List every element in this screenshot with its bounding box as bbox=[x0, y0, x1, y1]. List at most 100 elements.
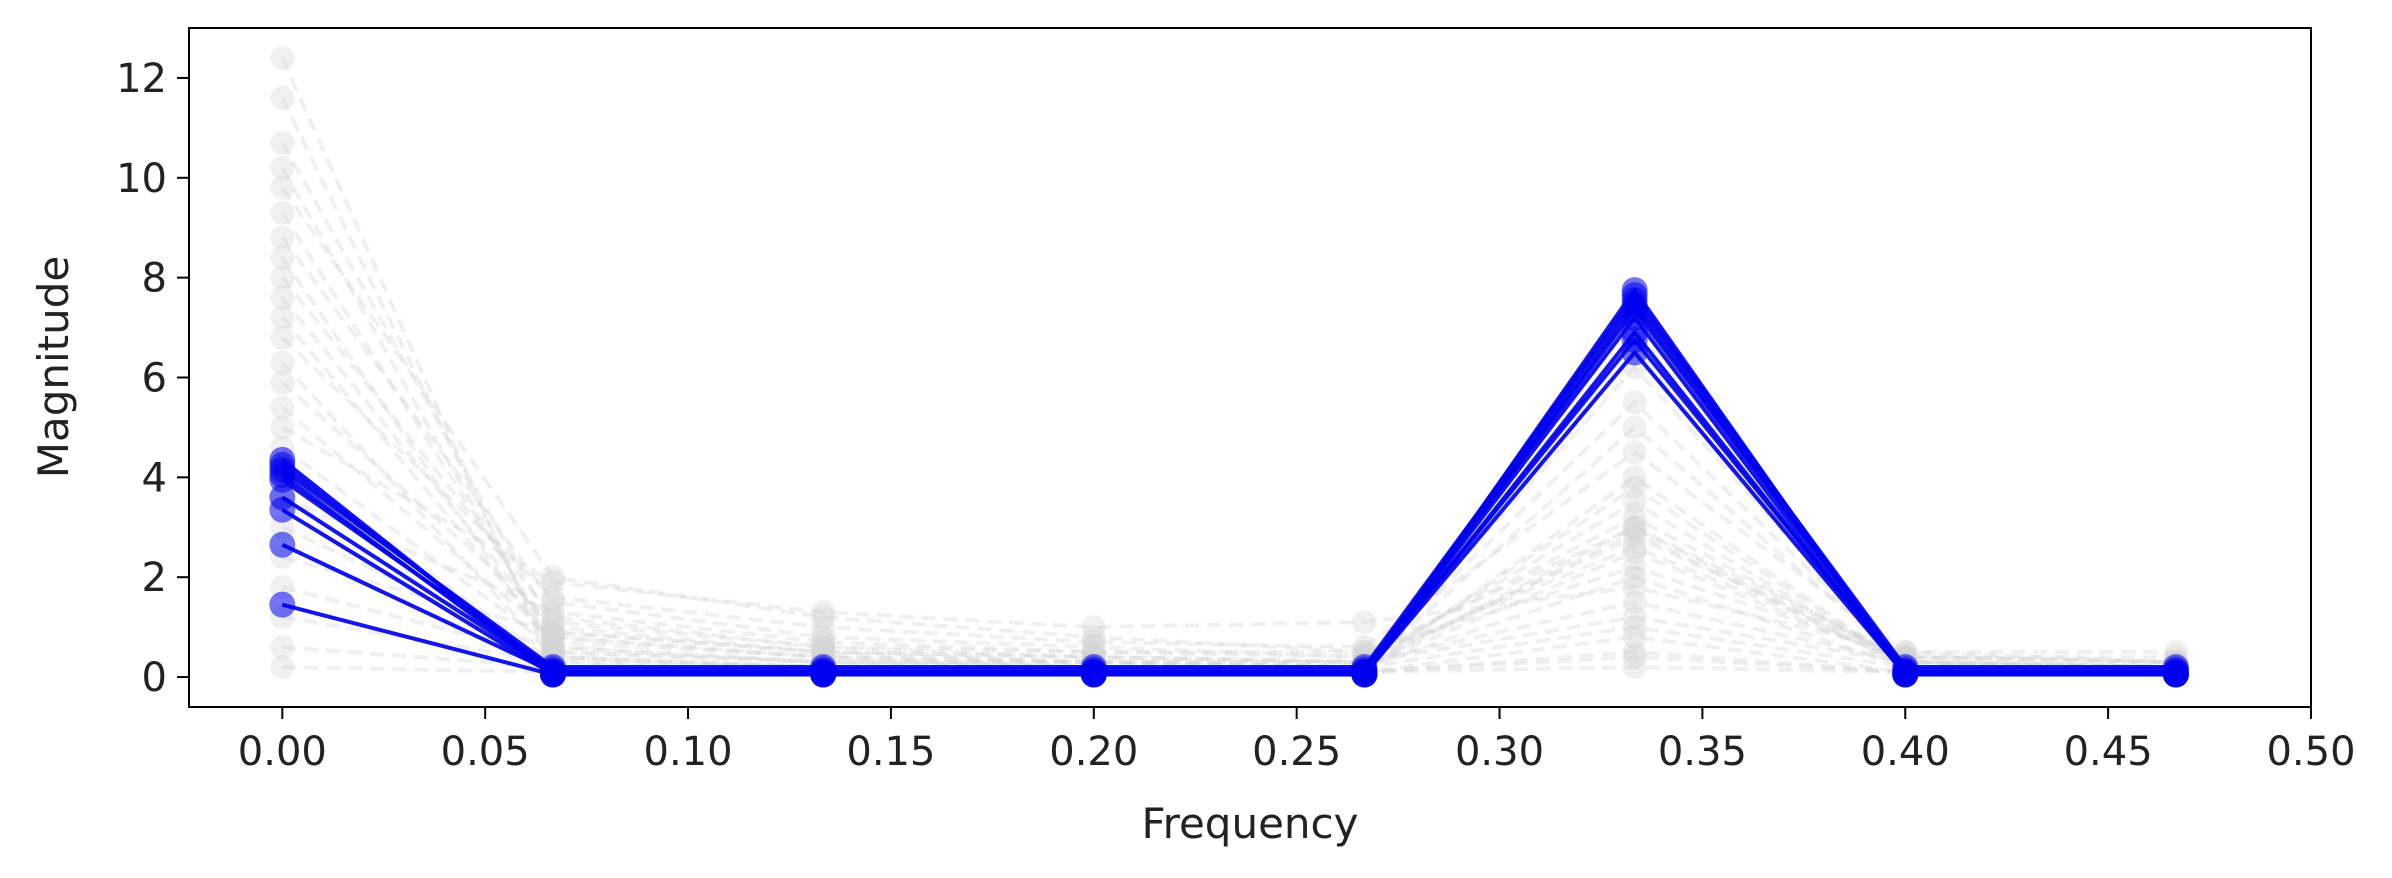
background-series-point bbox=[1622, 655, 1647, 680]
background-series-point bbox=[811, 605, 836, 630]
background-series-point bbox=[1081, 615, 1106, 640]
highlighted-series-line bbox=[281, 350, 2176, 677]
background-series-point bbox=[1622, 590, 1647, 615]
y-tick-label: 0 bbox=[142, 655, 167, 701]
background-series-line bbox=[280, 276, 2176, 665]
y-tick-label: 2 bbox=[142, 555, 167, 601]
background-series-point bbox=[1622, 515, 1647, 540]
x-tick-label: 0.20 bbox=[1049, 729, 1138, 775]
background-series-point bbox=[270, 175, 295, 200]
background-series-point bbox=[270, 635, 295, 660]
background-series-point bbox=[540, 620, 565, 645]
highlighted-series-point bbox=[2162, 661, 2189, 688]
background-series-line bbox=[280, 316, 2176, 670]
x-tick-label: 0.00 bbox=[238, 729, 327, 775]
background-series-line bbox=[281, 405, 2176, 670]
background-series-point bbox=[270, 130, 295, 155]
background-series-line bbox=[280, 336, 2176, 665]
background-series-point bbox=[811, 635, 836, 660]
background-series-point bbox=[1622, 525, 1647, 550]
background-series-point bbox=[1622, 490, 1647, 515]
background-series-line bbox=[280, 186, 2176, 665]
background-series-point bbox=[1622, 625, 1647, 650]
plot-area-frame bbox=[188, 27, 2312, 708]
background-series-point bbox=[811, 635, 836, 660]
x-tick-label: 0.15 bbox=[846, 729, 935, 775]
x-axis-label: Frequency bbox=[1142, 799, 1359, 848]
background-series-point bbox=[270, 655, 295, 680]
background-series-point bbox=[540, 625, 565, 650]
background-series-line bbox=[280, 211, 2176, 670]
background-series-point bbox=[1622, 535, 1647, 560]
background-series-point bbox=[540, 620, 565, 645]
background-series-line bbox=[280, 380, 2176, 660]
background-series-point bbox=[811, 625, 836, 650]
background-series-point bbox=[270, 265, 295, 290]
background-series-point bbox=[540, 610, 565, 635]
background-series-point bbox=[540, 630, 565, 655]
background-series-point bbox=[811, 615, 836, 640]
background-series-point bbox=[1081, 630, 1106, 655]
background-series-point bbox=[270, 395, 295, 420]
background-series-point bbox=[270, 285, 295, 310]
background-series-point bbox=[540, 565, 565, 590]
background-series-point bbox=[270, 85, 295, 110]
x-tick-label: 0.50 bbox=[2266, 729, 2355, 775]
highlighted-series-point bbox=[539, 661, 566, 688]
background-series-point bbox=[1622, 640, 1647, 665]
highlighted-series-line bbox=[281, 308, 2176, 672]
y-tick-label: 12 bbox=[116, 56, 167, 102]
y-axis-label: Magnitude bbox=[29, 256, 78, 479]
background-series-point bbox=[1352, 610, 1377, 635]
background-series-point bbox=[1081, 625, 1106, 650]
x-tick-label: 0.35 bbox=[1658, 729, 1747, 775]
background-series-point bbox=[540, 615, 565, 640]
background-series-point bbox=[1622, 645, 1647, 670]
background-series-point bbox=[1622, 440, 1647, 465]
background-series-line bbox=[281, 555, 2176, 670]
x-tick-label: 0.05 bbox=[441, 729, 530, 775]
background-series-point bbox=[540, 635, 565, 660]
background-series-point bbox=[270, 200, 295, 225]
background-series-line bbox=[280, 296, 2176, 670]
background-series-point bbox=[1352, 635, 1377, 660]
highlighted-series-layer bbox=[269, 277, 2189, 688]
highlighted-series-point bbox=[269, 591, 296, 618]
background-series-point bbox=[540, 625, 565, 650]
background-series-point bbox=[270, 305, 295, 330]
y-axis: 0 2 4 6 8 10 12 bbox=[116, 56, 189, 701]
background-series-line bbox=[280, 166, 2176, 665]
background-series-point bbox=[270, 370, 295, 395]
background-series-point bbox=[270, 45, 295, 70]
background-series-point bbox=[1622, 575, 1647, 600]
background-series-point bbox=[1622, 605, 1647, 630]
highlighted-series-point bbox=[269, 496, 296, 523]
background-series-point bbox=[1622, 465, 1647, 490]
background-series-point bbox=[1622, 475, 1647, 500]
background-series-point bbox=[811, 630, 836, 655]
y-tick-label: 10 bbox=[116, 156, 167, 202]
background-series-line bbox=[280, 236, 2176, 670]
background-series-point bbox=[1622, 615, 1647, 640]
background-series-point bbox=[1622, 415, 1647, 440]
background-series-point bbox=[540, 600, 565, 625]
background-series-point bbox=[540, 635, 565, 660]
background-series-point bbox=[1622, 515, 1647, 540]
highlighted-series-point bbox=[269, 531, 296, 558]
background-series-point bbox=[1622, 505, 1647, 530]
background-series-line bbox=[280, 361, 2176, 675]
background-series-point bbox=[540, 570, 565, 595]
y-tick-label: 8 bbox=[142, 256, 167, 302]
background-series-line bbox=[281, 495, 2176, 665]
background-series-point bbox=[1081, 635, 1106, 660]
background-series-line bbox=[280, 141, 2176, 670]
x-axis: 0.00 0.05 0.10 0.15 0.20 0.25 0.30 0.35 0.40 0.45… bbox=[238, 707, 2356, 775]
background-series-point bbox=[270, 155, 295, 180]
background-series-point bbox=[1622, 540, 1647, 565]
y-tick-label: 4 bbox=[142, 455, 167, 501]
background-series-point bbox=[270, 415, 295, 440]
background-series-point bbox=[1622, 565, 1647, 590]
highlighted-series-point bbox=[1351, 661, 1378, 688]
highlighted-series-line bbox=[281, 298, 2176, 670]
highlighted-series-point bbox=[1080, 661, 1107, 688]
